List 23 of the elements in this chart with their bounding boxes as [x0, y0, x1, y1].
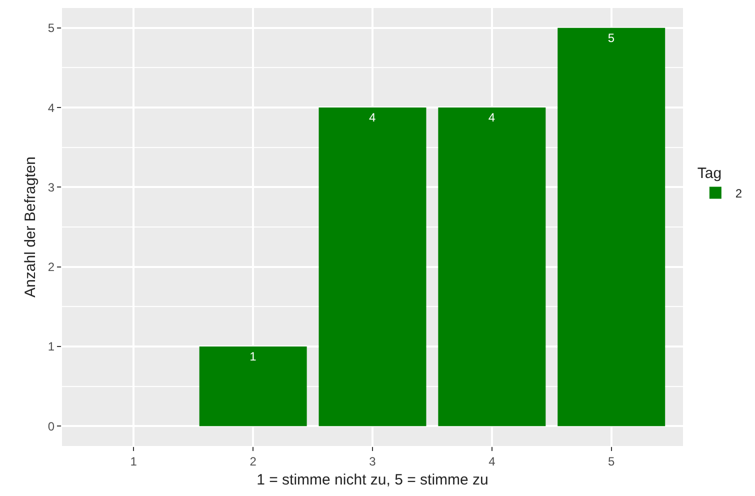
y-axis-title: Anzahl der Befragten [22, 156, 40, 298]
bar [558, 28, 666, 426]
bar [199, 346, 307, 426]
x-tick-label: 2 [250, 454, 257, 468]
x-tick-label: 3 [369, 454, 376, 468]
data-label: 4 [488, 110, 496, 125]
y-tick-label: 4 [48, 100, 55, 115]
legend-label: 2 [735, 186, 742, 200]
legend-title: Tag [697, 165, 722, 182]
data-label: 4 [369, 110, 376, 125]
x-axis-title: 1 = stimme nicht zu, 5 = stimme zu [256, 471, 488, 488]
x-tick-label: 1 [130, 454, 138, 468]
bar [318, 108, 426, 426]
data-label: 1 [250, 349, 257, 364]
y-tick-label: 2 [48, 260, 55, 274]
y-tick-label: 3 [48, 180, 55, 194]
y-tick-label: 0 [48, 419, 55, 434]
data-label: 5 [608, 30, 615, 45]
x-tick-label: 5 [608, 454, 616, 468]
x-tick-label: 4 [488, 454, 496, 468]
bar [438, 108, 546, 426]
y-tick-label: 5 [48, 21, 55, 36]
y-tick-label: 1 [48, 340, 55, 354]
